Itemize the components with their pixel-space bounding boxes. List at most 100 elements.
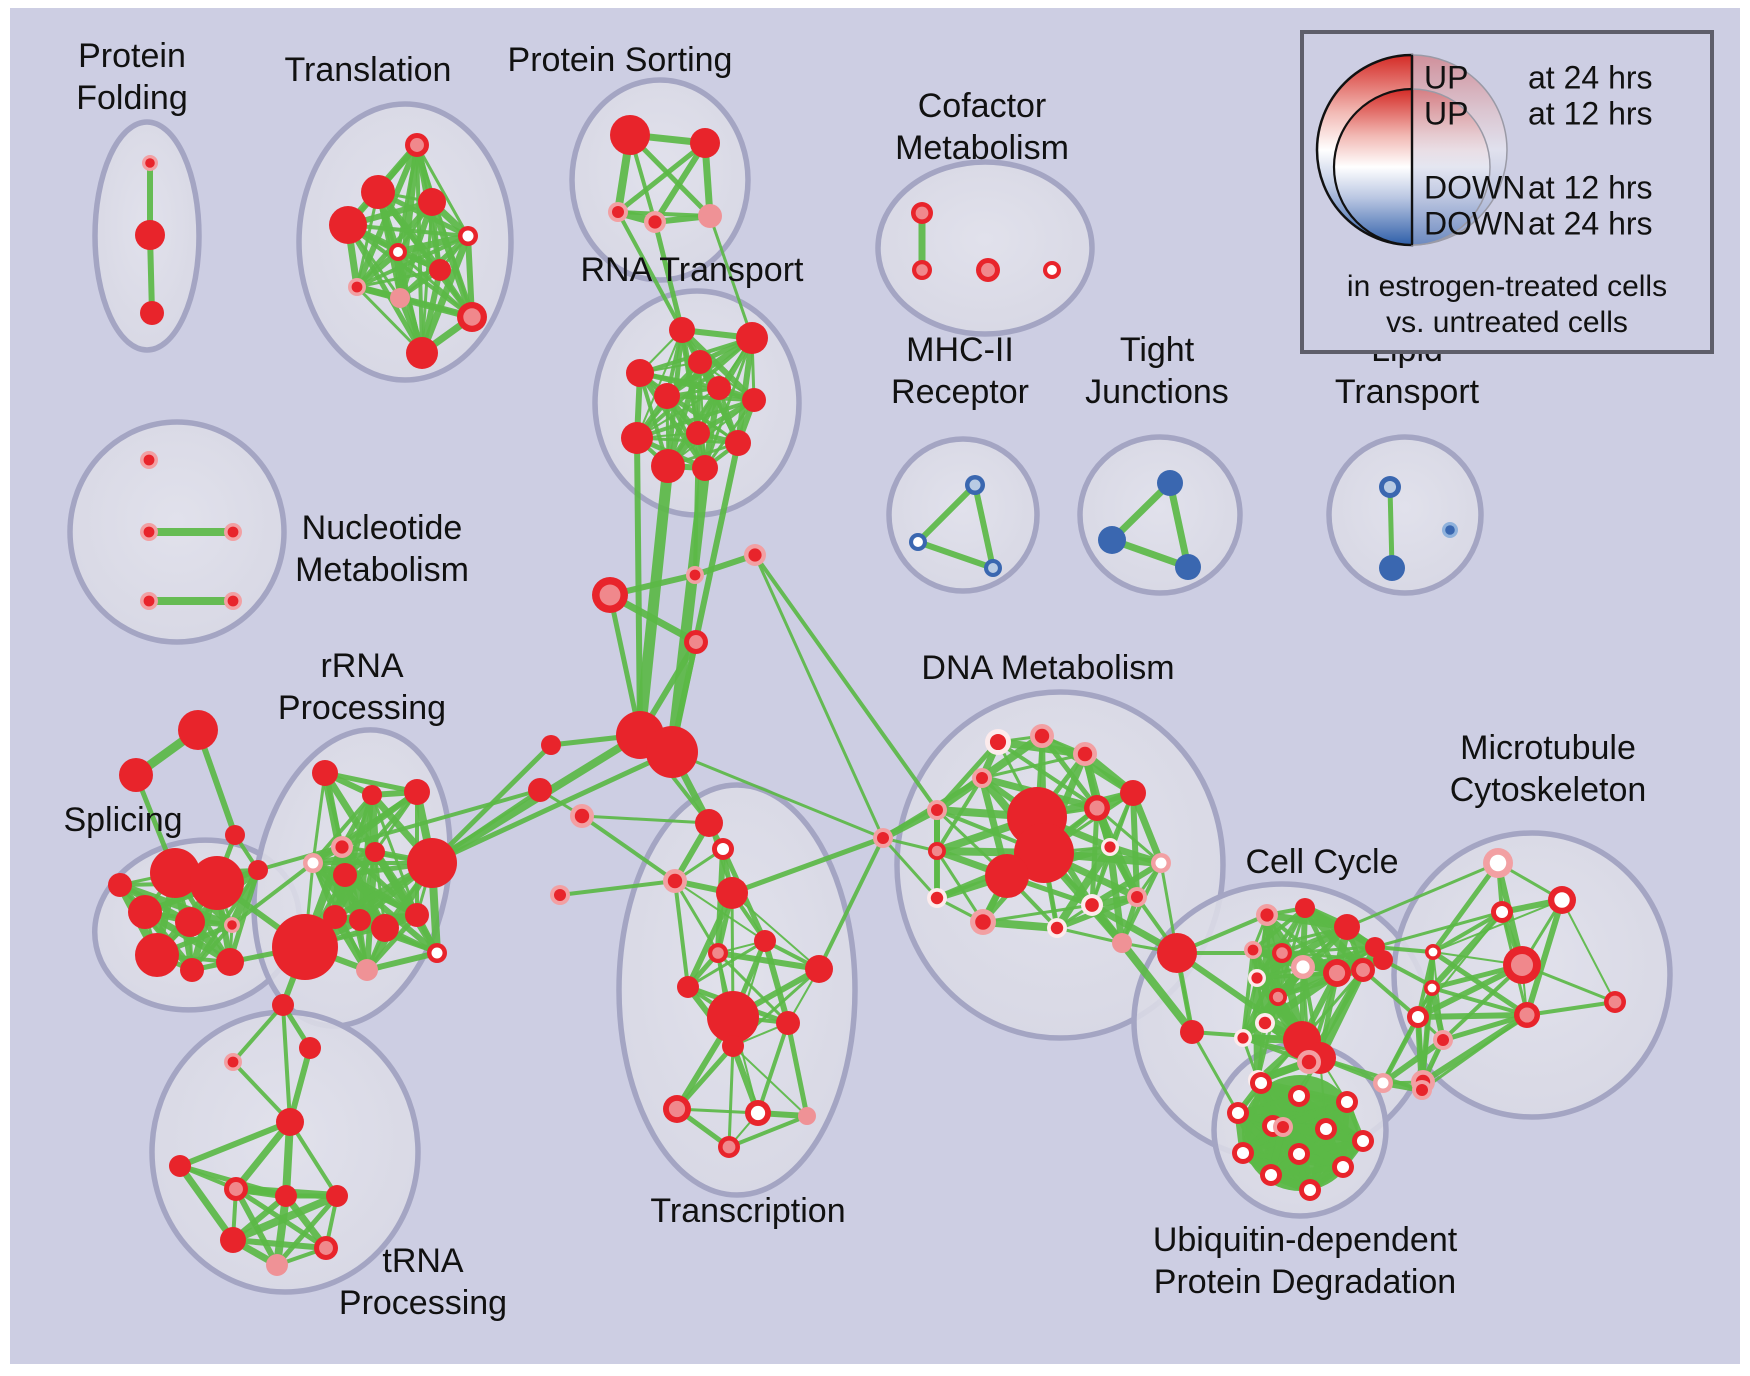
edge-ubiquitin-degradation bbox=[1268, 1164, 1346, 1178]
cluster-label-cofactor-metabolism-line-1: Metabolism bbox=[895, 129, 1069, 167]
edge-microtubule-cytoskeleton bbox=[1431, 910, 1504, 954]
gene-node-translation-9-center bbox=[463, 308, 481, 326]
gene-node-microtubule-cytoskeleton-12-center bbox=[1416, 1084, 1428, 1096]
cluster-label-nucleotide-metabolism-line-0: Nucleotide bbox=[302, 509, 463, 547]
gene-node-dna-metabolism-8-center bbox=[877, 832, 889, 844]
gene-node-rna-transport-6 bbox=[742, 388, 766, 412]
edge-trna-processing bbox=[230, 1237, 329, 1251]
gene-node-cell-cycle-6-center bbox=[1296, 960, 1310, 974]
edge-bridge bbox=[1318, 1056, 1424, 1092]
edge-transcription bbox=[727, 1114, 809, 1149]
gene-node-connector-5-center bbox=[748, 548, 762, 562]
edge-transcription bbox=[673, 879, 690, 989]
cluster-label-rrna-processing-line-1: Processing bbox=[278, 689, 446, 727]
edge-bridge bbox=[1373, 910, 1504, 949]
gene-node-nucleotide-metabolism-4-center bbox=[227, 595, 239, 607]
gene-node-translation-8 bbox=[390, 288, 410, 308]
gene-node-protein-folding-1 bbox=[135, 220, 165, 250]
gene-node-cell-cycle-14-center bbox=[1301, 1054, 1317, 1070]
gene-node-cell-cycle-2-center bbox=[1247, 944, 1259, 956]
edge-microtubule-cytoskeleton bbox=[1524, 897, 1565, 1018]
edge-translation bbox=[394, 232, 472, 256]
gene-node-nucleotide-metabolism-1-center bbox=[143, 526, 155, 538]
legend-inner-circle-left bbox=[1332, 87, 1414, 247]
edge-transcription bbox=[716, 951, 790, 1025]
legend-row-2-time: at 12 hrs bbox=[1528, 169, 1653, 205]
layer-nodes bbox=[108, 115, 1626, 1276]
cluster-label-microtubule-cytoskeleton-line-0: Microtubule bbox=[1460, 729, 1636, 767]
edge-trna-processing bbox=[177, 1119, 293, 1169]
gene-node-dna-metabolism-1-center bbox=[1034, 728, 1050, 744]
edge-trna-processing bbox=[232, 1118, 294, 1193]
gene-node-dna-metabolism-16-center bbox=[975, 914, 991, 930]
gene-node-transcription-14-center bbox=[722, 1140, 736, 1154]
gene-node-splicing-4-center bbox=[227, 920, 237, 930]
edge-translation bbox=[415, 143, 470, 238]
edge-microtubule-cytoskeleton bbox=[1415, 1012, 1530, 1020]
edge-transcription bbox=[732, 1045, 808, 1117]
gene-node-dna-metabolism-0-center bbox=[989, 733, 1007, 751]
gene-node-dna-metabolism-9-center bbox=[931, 845, 943, 857]
edge-transcription bbox=[731, 892, 820, 970]
gene-node-lipid-transport-0-center bbox=[1383, 480, 1397, 494]
edge-microtubule-cytoskeleton bbox=[1380, 1014, 1421, 1086]
cluster-label-cofactor-metabolism-line-0: Cofactor bbox=[918, 87, 1047, 125]
gene-node-transcription-12-center bbox=[750, 1105, 766, 1121]
gene-node-dna-metabolism-19 bbox=[1112, 933, 1132, 953]
gene-node-rrna-processing-2 bbox=[404, 779, 430, 805]
gene-node-transcription-1-center bbox=[716, 842, 730, 856]
gene-node-splicing-0 bbox=[150, 848, 200, 898]
gene-node-transcription-13 bbox=[798, 1107, 816, 1125]
cluster-label-nucleotide-metabolism-line-1: Metabolism bbox=[295, 551, 469, 589]
gene-node-rna-transport-8 bbox=[686, 421, 710, 445]
gene-node-dna-metabolism-17-center bbox=[1085, 898, 1099, 912]
edge-rrna-processing bbox=[364, 912, 420, 973]
gene-node-connector-9 bbox=[541, 735, 561, 755]
edge-translation bbox=[428, 198, 476, 321]
edge-bridge bbox=[729, 835, 886, 896]
cluster-label-dna-metabolism-line-0: DNA Metabolism bbox=[921, 649, 1174, 687]
gene-node-splicing-7 bbox=[216, 948, 244, 976]
gene-node-splicing-1 bbox=[190, 856, 244, 910]
gene-node-microtubule-cytoskeleton-9-center bbox=[1437, 1034, 1449, 1046]
edge-rna-transport bbox=[636, 387, 720, 439]
gene-node-ubiquitin-degradation-12-center bbox=[1277, 1121, 1289, 1133]
gene-node-mhc-ii-receptor-2-center bbox=[988, 563, 998, 573]
gene-node-microtubule-cytoskeleton-2-center bbox=[1495, 905, 1509, 919]
gene-node-ubiquitin-degradation-1-center bbox=[1292, 1089, 1306, 1103]
gene-node-dna-metabolism-13-center bbox=[1155, 857, 1167, 869]
edge-transcription bbox=[674, 1043, 736, 1112]
edge-ubiquitin-degradation bbox=[1279, 1123, 1347, 1171]
edge-splicing bbox=[116, 881, 236, 929]
gene-node-translation-3 bbox=[329, 206, 367, 244]
edge-transcription bbox=[686, 939, 767, 989]
edge-microtubule-cytoskeleton bbox=[1440, 1012, 1530, 1043]
cluster-label-rrna-processing-line-0: rRNA bbox=[320, 647, 403, 685]
gene-node-transcription-11-center bbox=[668, 1100, 686, 1118]
gene-node-transcription-10 bbox=[722, 1035, 744, 1057]
cluster-label-protein-folding-line-1: Folding bbox=[76, 79, 188, 117]
gene-node-rna-transport-10 bbox=[651, 449, 685, 483]
gene-node-transcription-8 bbox=[707, 991, 759, 1043]
gene-node-splicing-9 bbox=[108, 873, 132, 897]
edge-bridge bbox=[708, 214, 754, 340]
gene-node-nucleotide-metabolism-0-center bbox=[143, 454, 155, 466]
gene-node-dna-metabolism-3-center bbox=[976, 772, 988, 784]
gene-node-rrna-processing-1 bbox=[362, 785, 382, 805]
gene-node-splicing-6 bbox=[180, 958, 204, 982]
edge-cell-cycle bbox=[1251, 906, 1307, 952]
gene-node-connector-13 bbox=[272, 994, 294, 1016]
gene-node-microtubule-cytoskeleton-6-center bbox=[1411, 1010, 1425, 1024]
gene-node-cell-cycle-9-center bbox=[1272, 991, 1284, 1003]
gene-node-dna-metabolism-4 bbox=[1120, 780, 1146, 806]
gene-node-rna-transport-5 bbox=[707, 376, 731, 400]
gene-node-connector-0 bbox=[178, 710, 218, 750]
legend-caption-line-1: vs. untreated cells bbox=[1386, 306, 1628, 339]
edge-rrna-processing bbox=[311, 771, 327, 865]
edge-translation bbox=[355, 234, 470, 289]
cluster-label-mhc-ii-receptor-line-0: MHC-II bbox=[906, 331, 1014, 369]
cluster-label-microtubule-cytoskeleton-line-1: Cytoskeleton bbox=[1450, 771, 1647, 809]
edge-dna-metabolism bbox=[879, 806, 941, 842]
